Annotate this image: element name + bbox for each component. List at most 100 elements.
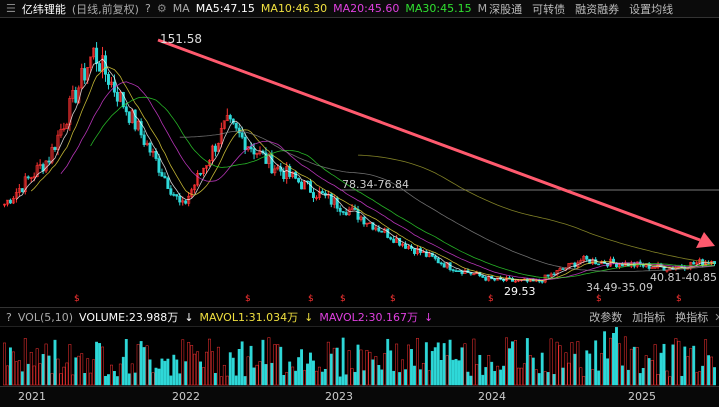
candle-body (252, 148, 256, 155)
link-convertible[interactable]: 可转债 (532, 2, 566, 16)
volume-bar (89, 372, 93, 386)
candle-body (463, 270, 467, 274)
dividend-marker-icon: $ (308, 294, 314, 304)
candle-body (401, 243, 405, 246)
candle-body (308, 181, 312, 193)
volume-bar (17, 360, 21, 386)
candle-body (662, 266, 666, 271)
candle-body (294, 171, 298, 179)
volume-bar (517, 367, 520, 386)
link-margin[interactable]: 融资融券 (575, 2, 620, 16)
candle-body (11, 197, 15, 204)
candle-body (407, 246, 411, 249)
volume-bar (659, 352, 663, 386)
candle-body (202, 167, 206, 174)
volume-bar (282, 375, 286, 386)
volume-bar (184, 361, 188, 386)
x-tick-2022: 2022 (172, 390, 200, 403)
candle-body (35, 165, 39, 177)
volume-bar (570, 342, 574, 386)
ma-label: MA (172, 2, 190, 15)
close-icon[interactable]: ✕ (714, 310, 719, 324)
candle-body (133, 109, 137, 130)
volume-bar (615, 327, 618, 386)
candle-body (213, 145, 217, 152)
add-indicator-button[interactable]: 加指标 (632, 311, 666, 324)
volume-bar (680, 375, 684, 386)
volume-bar (264, 364, 268, 386)
volume-bar (573, 353, 577, 386)
volume-bar (585, 350, 589, 386)
candle-body (62, 128, 66, 130)
volume-bar (439, 360, 443, 386)
settings-icon[interactable]: ⚙ (156, 2, 167, 15)
volume-bar (199, 361, 202, 386)
volume-bar (534, 369, 538, 386)
candle-body (371, 222, 375, 230)
link-set-ma[interactable]: 设置均线 (629, 2, 674, 16)
help-icon[interactable]: ? (6, 310, 12, 324)
volume-bar (142, 347, 146, 386)
volume-bar (383, 353, 387, 386)
volume-bar (136, 344, 140, 386)
arrow-head-icon (696, 232, 715, 248)
candle-body (412, 248, 416, 254)
candle-body (484, 277, 488, 281)
volume-bar (600, 353, 604, 386)
dividend-marker-icon: $ (340, 294, 346, 304)
candle-body (240, 132, 244, 138)
volume-bar (98, 343, 101, 386)
price-chart[interactable]: $ $ $ $ $ $ $ $ 151.58 78.34-76.84 29.53 34.49-… (0, 18, 719, 306)
volume-bar (95, 341, 99, 386)
ma-more[interactable]: M (477, 2, 488, 15)
volume-bar (537, 373, 541, 386)
volume-bar (279, 346, 283, 386)
candle-body (377, 227, 381, 232)
volume-bar (14, 361, 18, 386)
volume-bar (549, 338, 553, 386)
candle-body (190, 189, 194, 197)
volume-bar (401, 359, 405, 386)
volume-bar (213, 372, 217, 386)
link-hk-connect[interactable]: 深股通 (489, 2, 523, 16)
volume-bar (249, 345, 253, 386)
volume-bar (579, 367, 583, 386)
volume-bar (674, 338, 678, 386)
candle-body (184, 200, 188, 204)
volume-bar (695, 372, 699, 386)
arrow-down-icon: ↓ (424, 310, 434, 324)
candle-body (317, 191, 321, 198)
candle-body (300, 181, 304, 190)
volume-bar (35, 348, 39, 386)
volume-bar (44, 343, 48, 386)
volume-bar (380, 369, 384, 386)
edit-params-button[interactable]: 改参数 (589, 311, 623, 324)
candle-body (332, 197, 336, 205)
candle-body (573, 262, 577, 267)
candle-body (157, 158, 161, 173)
candle-body (225, 115, 229, 122)
chart-mode[interactable]: (日线,前复权) (71, 2, 139, 16)
volume-bar (496, 365, 500, 386)
volume-bar (276, 344, 280, 386)
ma-line-60 (179, 130, 715, 273)
candle-body (199, 173, 203, 175)
candle-body (647, 263, 651, 269)
volume-bar (555, 341, 559, 386)
candle-body (362, 216, 366, 225)
volume-chart[interactable] (0, 326, 719, 386)
arrow-down-icon: ↓ (304, 310, 314, 324)
help-icon[interactable]: ? (144, 2, 151, 15)
volume-bar (469, 375, 473, 386)
range-label-3: 40.81-40.85 (650, 271, 717, 284)
candle-body (386, 228, 390, 238)
menu-icon[interactable]: ☰ (6, 2, 16, 15)
switch-indicator-button[interactable]: 换指标 (675, 311, 709, 324)
stock-name: 亿纬锂能 (21, 2, 66, 16)
candle-body (320, 191, 324, 194)
volume-bar (309, 352, 312, 386)
candle-body (160, 172, 164, 177)
vol-label: VOL(5,10) (17, 310, 74, 324)
candle-body (338, 207, 342, 212)
volume-bar (110, 364, 113, 386)
